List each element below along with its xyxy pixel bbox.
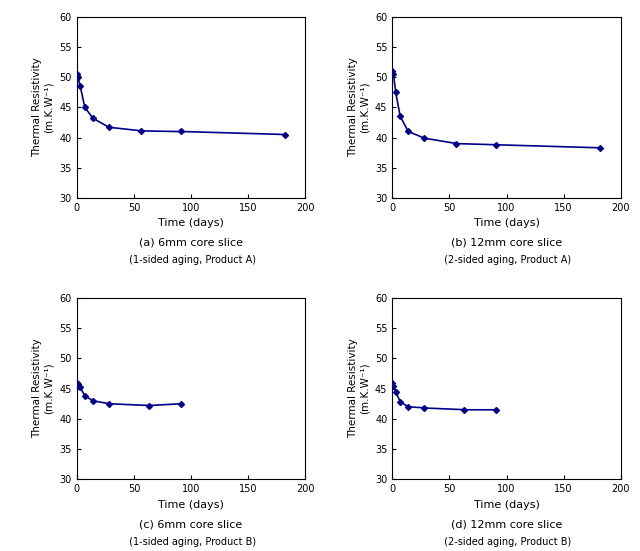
Text: (1-sided aging, Product A): (1-sided aging, Product A) bbox=[126, 255, 256, 265]
Y-axis label: Thermal Resistivity
(m.K.W⁻¹): Thermal Resistivity (m.K.W⁻¹) bbox=[348, 339, 369, 439]
X-axis label: Time (days): Time (days) bbox=[158, 218, 224, 229]
Text: (b) 12mm core slice: (b) 12mm core slice bbox=[451, 238, 562, 248]
Text: (c) 6mm core slice: (c) 6mm core slice bbox=[140, 519, 243, 530]
Text: (2-sided aging, Product A): (2-sided aging, Product A) bbox=[442, 255, 572, 265]
X-axis label: Time (days): Time (days) bbox=[474, 218, 540, 229]
X-axis label: Time (days): Time (days) bbox=[474, 500, 540, 510]
Text: (1-sided aging, Product B): (1-sided aging, Product B) bbox=[126, 537, 256, 547]
Text: (d) 12mm core slice: (d) 12mm core slice bbox=[451, 519, 562, 530]
Y-axis label: Thermal Resistivity
(m.K.W⁻¹): Thermal Resistivity (m.K.W⁻¹) bbox=[32, 57, 54, 157]
Y-axis label: Thermal Resistivity
(m.K.W⁻¹): Thermal Resistivity (m.K.W⁻¹) bbox=[32, 339, 54, 439]
Text: (2-sided aging, Product B): (2-sided aging, Product B) bbox=[442, 537, 572, 547]
Y-axis label: Thermal Resistivity
(m.K.W⁻¹): Thermal Resistivity (m.K.W⁻¹) bbox=[348, 57, 369, 157]
Text: (a) 6mm core slice: (a) 6mm core slice bbox=[139, 238, 243, 248]
X-axis label: Time (days): Time (days) bbox=[158, 500, 224, 510]
